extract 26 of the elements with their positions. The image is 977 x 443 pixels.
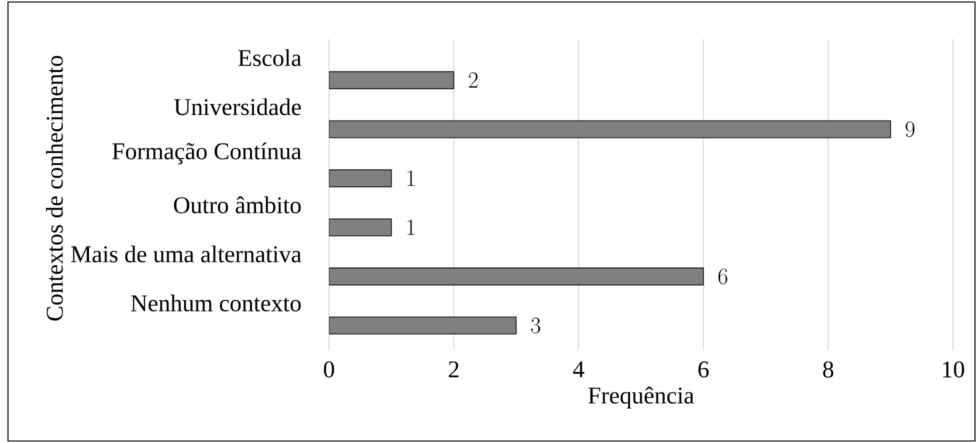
x-tick-label: 4 [573,361,584,378]
data-label: 1 [408,220,414,235]
y-axis-title: Contextos de conhecimento [46,56,63,321]
x-axis-title: Frequência [588,386,694,409]
bar [329,218,392,236]
y-tick-label: Universidade [174,98,301,116]
x-tick-label: 2 [448,361,458,378]
y-tick-label: Formação Contínua [112,142,302,164]
data-label: 9 [906,121,914,138]
y-tick-label: Outro âmbito [174,196,301,214]
x-tick-label: 10 [943,361,964,378]
bar [329,169,392,188]
bar [329,316,517,334]
y-tick-label: Nenhum contexto [131,294,301,312]
bar [329,268,704,286]
bar [329,120,892,138]
x-tick-label: 0 [324,361,334,378]
y-tick-label: Mais de uma alternativa [71,245,302,262]
data-label: 6 [718,268,728,284]
y-tick-label: Escola [238,49,302,66]
data-label: 2 [468,72,478,88]
bar [329,71,454,90]
data-label: 3 [531,318,540,334]
data-label: 1 [408,170,414,186]
x-tick-label: 8 [823,361,834,378]
x-tick-label: 6 [698,361,709,378]
